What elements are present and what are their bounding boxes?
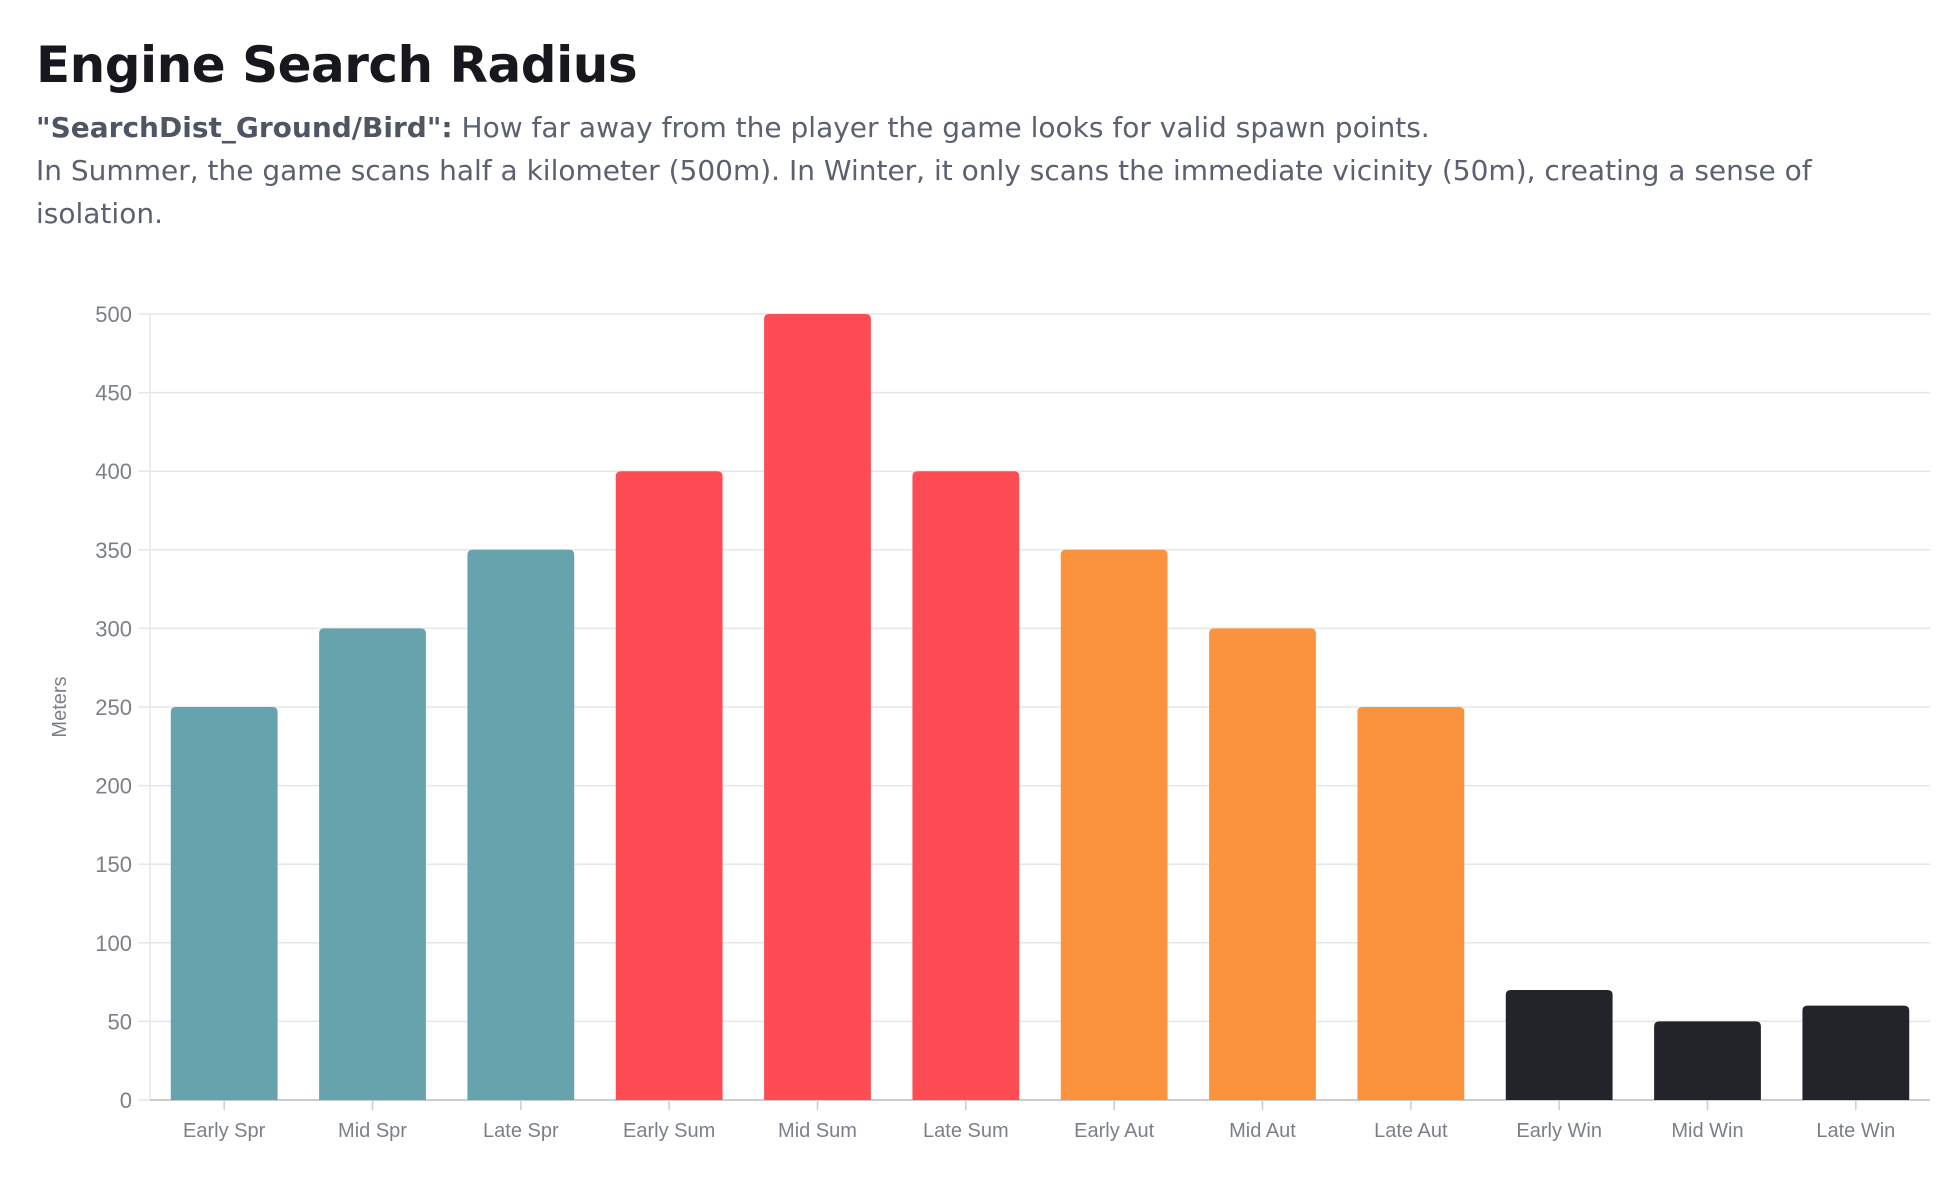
chart-description: "SearchDist_Ground/Bird": How far away f… (36, 106, 1906, 235)
y-tick-label: 0 (120, 1088, 132, 1113)
x-tick-label: Early Spr (183, 1120, 266, 1142)
x-tick-label: Mid Sum (778, 1120, 857, 1142)
bar-late-aut (1357, 707, 1465, 1100)
chart-header: Engine Search Radius "SearchDist_Ground/… (36, 30, 1906, 235)
description-key: "SearchDist_Ground/Bird": (36, 111, 453, 144)
x-tick-label: Early Win (1516, 1120, 1602, 1142)
y-tick-label: 350 (95, 538, 132, 563)
y-tick-label: 50 (108, 1009, 132, 1034)
x-tick-label: Late Sum (923, 1120, 1009, 1142)
x-tick-label: Late Spr (483, 1120, 559, 1142)
y-tick-label: 300 (95, 616, 132, 641)
x-tick-label: Mid Spr (338, 1120, 407, 1142)
y-tick-label: 400 (95, 459, 132, 484)
grid-lines (150, 313, 1930, 1023)
description-line-2: In Summer, the game scans half a kilomet… (36, 154, 1812, 230)
x-tick-label: Early Aut (1074, 1120, 1154, 1142)
bars (170, 314, 1910, 1100)
x-tick-label: Early Sum (623, 1120, 715, 1142)
bar-early-sum (615, 471, 723, 1100)
description-line-1: How far away from the player the game lo… (452, 111, 1430, 144)
x-tick-label: Late Win (1816, 1120, 1895, 1142)
y-tick-label: 200 (95, 774, 132, 799)
bar-mid-sum (764, 314, 871, 1100)
bar-late-spr (467, 549, 575, 1100)
bar-early-aut (1060, 549, 1168, 1100)
y-tick-label: 150 (95, 852, 132, 877)
bar-early-spr (170, 707, 278, 1100)
bar-early-win (1505, 989, 1613, 1100)
y-tick-label: 500 (95, 302, 132, 327)
page-title: Engine Search Radius (36, 36, 638, 94)
y-tick-label: 250 (95, 695, 132, 720)
x-tick-label: Mid Win (1671, 1120, 1743, 1142)
x-tick-label: Late Aut (1374, 1120, 1448, 1142)
x-tick-label: Mid Aut (1229, 1120, 1296, 1142)
bar-chart: 0 50 100 150 200 250 300 350 400 450 500 Early Spr M… (49, 302, 1930, 1142)
tick-labels: 0 50 100 150 200 250 300 350 400 450 500 Early Spr M… (95, 302, 1895, 1142)
bar-late-sum (912, 471, 1020, 1100)
bar-late-win (1802, 1005, 1910, 1100)
y-tick-label: 100 (95, 931, 132, 956)
axes (138, 313, 1930, 1110)
y-tick-label: 450 (95, 381, 132, 406)
y-axis-title: Meters (49, 676, 71, 737)
bar-mid-aut (1209, 628, 1316, 1100)
bar-mid-spr (319, 628, 426, 1100)
bar-mid-win (1654, 1021, 1761, 1100)
